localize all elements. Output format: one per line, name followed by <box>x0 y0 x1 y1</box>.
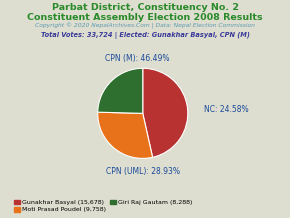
Wedge shape <box>98 68 143 113</box>
Text: Constituent Assembly Election 2008 Results: Constituent Assembly Election 2008 Resul… <box>27 13 263 22</box>
Text: CPN (UML): 28.93%: CPN (UML): 28.93% <box>106 167 180 175</box>
Legend: Gunakhar Basyal (15,678), Moti Prasad Poudel (9,758), Giri Raj Gautam (8,288): Gunakhar Basyal (15,678), Moti Prasad Po… <box>12 197 195 215</box>
Wedge shape <box>143 68 188 157</box>
Wedge shape <box>98 112 153 158</box>
Text: Parbat District, Constituency No. 2: Parbat District, Constituency No. 2 <box>52 3 238 12</box>
Text: Total Votes: 33,724 | Elected: Gunakhar Basyal, CPN (M): Total Votes: 33,724 | Elected: Gunakhar … <box>41 32 249 39</box>
Text: Copyright © 2020 NepalArchives.Com | Data: Nepal Election Commission: Copyright © 2020 NepalArchives.Com | Dat… <box>35 23 255 29</box>
Text: NC: 24.58%: NC: 24.58% <box>204 105 248 114</box>
Text: CPN (M): 46.49%: CPN (M): 46.49% <box>105 54 170 63</box>
